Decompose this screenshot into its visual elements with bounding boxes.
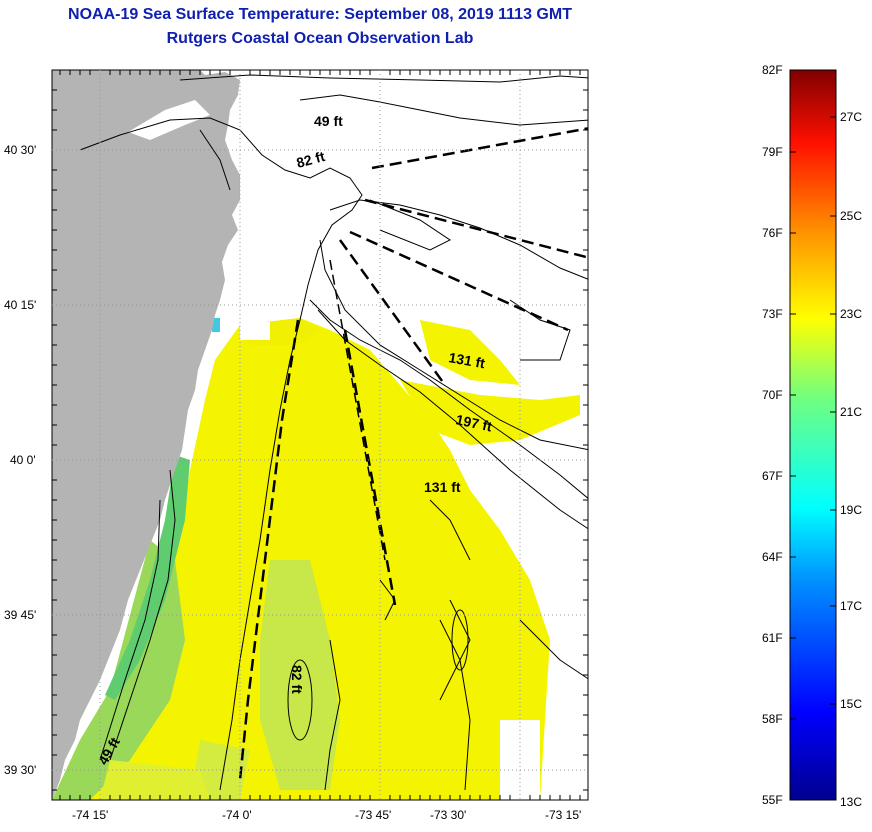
lon-label: -74 0': [222, 808, 252, 822]
colorbar-c-label: 15C: [840, 697, 863, 711]
colorbar-c-label: 21C: [840, 405, 863, 419]
map-subtitle: Rutgers Coastal Ocean Observation Lab: [166, 30, 474, 47]
colorbar-c-label: 27C: [840, 110, 863, 124]
lon-label: -74 15': [72, 808, 109, 822]
colorbar-f-label: 55F: [762, 793, 783, 807]
colorbar-f-label: 73F: [762, 307, 783, 321]
depth-label-197ft: 197 ft: [454, 411, 493, 434]
lat-label: 39 45': [4, 608, 37, 622]
lon-label: -73 15': [545, 808, 582, 822]
colorbar-f-label: 79F: [762, 145, 783, 159]
land-mass: [52, 70, 240, 800]
graticule: [52, 70, 588, 800]
shipping-lanes: [238, 127, 588, 781]
colorbar-c-label: 19C: [840, 503, 863, 517]
depth-label-131ft-south: 131 ft: [424, 479, 461, 495]
tick-marks: [52, 70, 588, 800]
colorbar-f-label: 76F: [762, 226, 783, 240]
lat-label: 40 0': [10, 453, 36, 467]
colorbar-f-label: 82F: [762, 63, 783, 77]
colorbar-f-label: 58F: [762, 712, 783, 726]
colorbar-f-label: 64F: [762, 550, 783, 564]
colorbar-f-label: 61F: [762, 631, 783, 645]
depth-label-82ft-south: 82 ft: [289, 665, 305, 694]
colorbar-c-label: 23C: [840, 307, 863, 321]
colorbar-f-label: 67F: [762, 469, 783, 483]
depth-label-82ft-north: 82 ft: [295, 148, 327, 171]
depth-label-49ft-north: 49 ft: [314, 113, 343, 129]
lat-label: 39 30': [4, 763, 37, 777]
colorbar-f-label: 70F: [762, 388, 783, 402]
lat-label: 40 30': [4, 143, 37, 157]
colorbar: [789, 69, 837, 801]
lat-label: 40 15': [4, 298, 37, 312]
lon-label: -73 30': [430, 808, 467, 822]
map-title: NOAA-19 Sea Surface Temperature: Septemb…: [68, 6, 572, 23]
colorbar-c-label: 13C: [840, 795, 863, 809]
colorbar-c-label: 17C: [840, 599, 863, 613]
colorbar-c-label: 25C: [840, 209, 863, 223]
lon-label: -73 45': [355, 808, 392, 822]
depth-label-131ft-north: 131 ft: [447, 349, 486, 371]
